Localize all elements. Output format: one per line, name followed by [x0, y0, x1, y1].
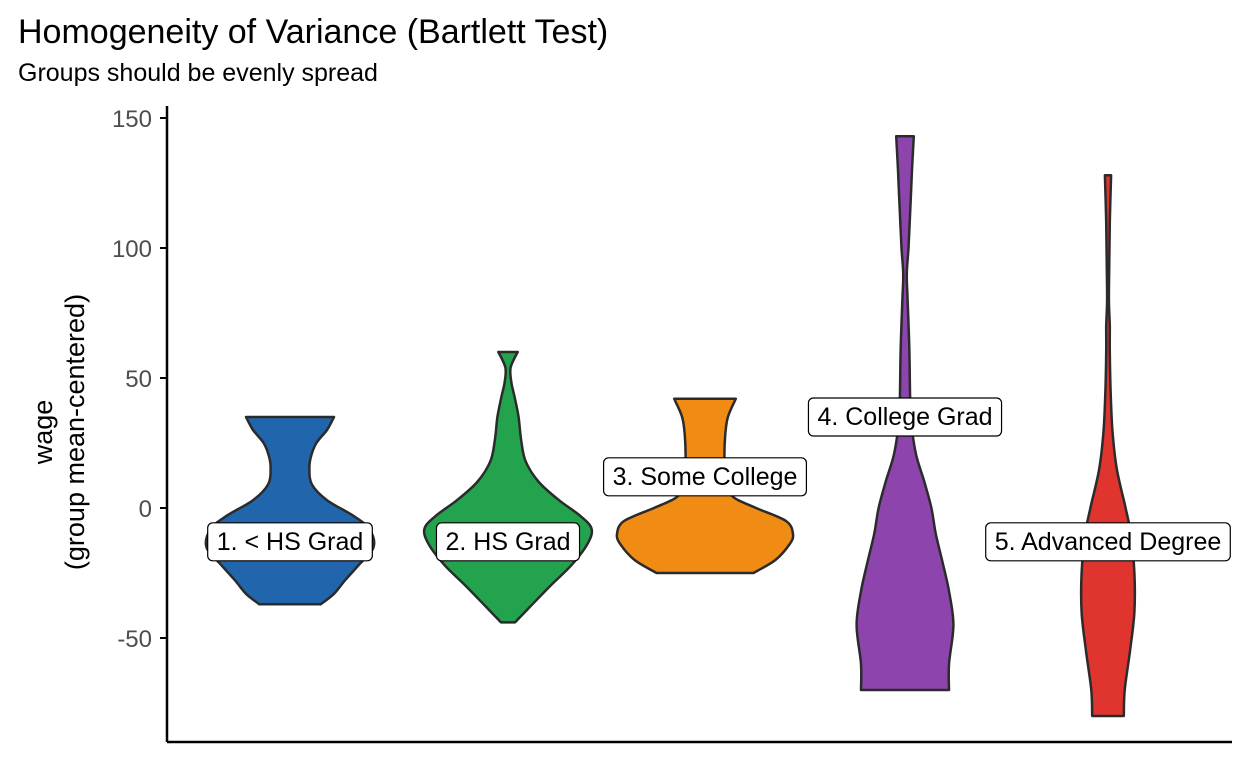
- chart-subtitle: Groups should be evenly spread: [18, 59, 378, 87]
- violin-1: [204, 415, 376, 606]
- violin-2: [422, 350, 594, 624]
- group-label-text: 2. HS Grad: [445, 528, 570, 556]
- group-label-text: 4. College Grad: [817, 403, 992, 431]
- chart-title: Homogeneity of Variance (Bartlett Test): [18, 13, 609, 51]
- group-label-box: [602, 457, 808, 497]
- group-label-box: [207, 522, 373, 562]
- y-tick-label: -50: [117, 626, 152, 653]
- group-label-text: 3. Some College: [613, 463, 798, 491]
- group-label-box: [807, 397, 1003, 437]
- group-label-1: 1. < HS Grad: [207, 522, 373, 562]
- y-tick-label: 100: [112, 236, 152, 263]
- group-label-box: [435, 522, 581, 562]
- group-label-5: 5. Advanced Degree: [985, 522, 1231, 562]
- group-label-2: 2. HS Grad: [435, 522, 581, 562]
- group-label-4: 4. College Grad: [807, 397, 1003, 437]
- y-tick-label: 0: [139, 496, 152, 523]
- y-axis-label: wage: [28, 400, 58, 466]
- y-tick-label: 50: [125, 366, 152, 393]
- group-label-text: 1. < HS Grad: [217, 528, 364, 556]
- group-label-text: 5. Advanced Degree: [995, 528, 1222, 556]
- y-axis-label-secondary: (group mean-centered): [60, 294, 90, 570]
- y-axis-ticks: 150 100 50 0 -50: [112, 106, 167, 653]
- violin-5: [1079, 173, 1137, 718]
- group-label-3: 3. Some College: [602, 457, 808, 497]
- y-tick-label: 150: [112, 106, 152, 133]
- group-label-box: [985, 522, 1231, 562]
- group-labels: 1. < HS Grad 2. HS Grad 3. Some College 4. …: [207, 397, 1231, 562]
